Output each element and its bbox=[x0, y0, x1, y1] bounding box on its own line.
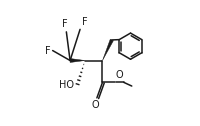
Text: O: O bbox=[115, 70, 123, 80]
Text: F: F bbox=[82, 17, 88, 27]
Text: O: O bbox=[92, 100, 99, 110]
Text: F: F bbox=[45, 45, 51, 56]
Text: F: F bbox=[62, 19, 68, 29]
Polygon shape bbox=[102, 39, 113, 60]
Text: HO: HO bbox=[59, 80, 74, 90]
Polygon shape bbox=[70, 58, 85, 62]
